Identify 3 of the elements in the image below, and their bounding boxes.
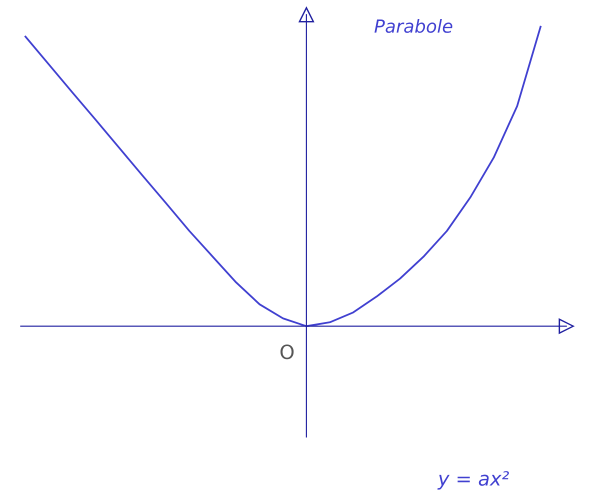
chart-title: Parabole bbox=[374, 18, 452, 33]
text: O bbox=[280, 344, 294, 360]
text: y = ax² bbox=[437, 471, 509, 490]
